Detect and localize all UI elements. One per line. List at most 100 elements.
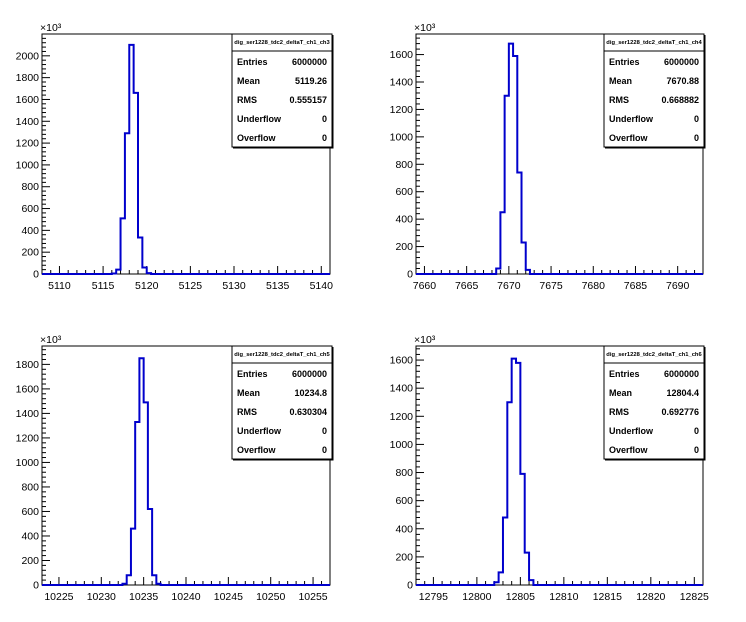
y-exponent-label: ×10³ [40, 334, 62, 346]
x-tick-label: 12805 [506, 591, 535, 603]
histogram-bin [529, 580, 533, 585]
y-tick-label: 400 [21, 225, 39, 237]
stats-box-shadow-right [332, 347, 334, 460]
y-tick-label: 1200 [16, 138, 40, 150]
histogram-bin [499, 572, 503, 585]
x-tick-label: 5130 [222, 280, 246, 292]
y-tick-label: 1600 [390, 355, 414, 367]
stats-label: Mean [237, 76, 260, 86]
y-tick-label: 600 [395, 495, 413, 507]
stats-label: Underflow [237, 426, 282, 436]
x-tick-label: 12825 [680, 591, 709, 603]
stats-label: RMS [609, 407, 629, 417]
stats-box-shadow-right [704, 347, 706, 460]
histogram-bin [129, 45, 133, 274]
y-tick-label: 1600 [16, 383, 40, 395]
x-tick-label: 5110 [48, 280, 71, 292]
stats-value: 0 [694, 445, 699, 455]
histogram-bin [503, 518, 507, 585]
stats-value: 12804.4 [666, 388, 699, 398]
stats-label: Entries [609, 369, 640, 379]
x-tick-label: 7690 [666, 280, 690, 292]
stats-label: Underflow [609, 114, 654, 124]
y-tick-label: 0 [407, 580, 413, 592]
stats-box-shadow-bottom [233, 147, 334, 149]
x-tick-label: 7685 [624, 280, 648, 292]
x-tick-label: 10230 [87, 591, 116, 603]
stats-value: 6000000 [292, 57, 327, 67]
y-tick-label: 0 [407, 269, 413, 281]
x-tick-label: 10250 [256, 591, 285, 603]
x-tick-label: 10255 [298, 591, 327, 603]
y-tick-label: 1200 [390, 104, 414, 116]
y-tick-label: 800 [21, 481, 39, 493]
stats-label: Entries [237, 57, 268, 67]
histogram-bin [134, 93, 138, 274]
y-tick-label: 1600 [390, 49, 414, 61]
stats-value: 6000000 [664, 57, 699, 67]
histogram-bin [148, 509, 152, 585]
stats-box-title: dig_ser1228_tdc2_deltaT_ch1_ch5 [234, 352, 330, 358]
histogram-outline [416, 42, 703, 275]
x-tick-label: 7680 [582, 280, 606, 292]
stats-label: Overflow [237, 445, 277, 455]
y-exponent-label: ×10³ [414, 22, 436, 34]
y-tick-label: 800 [395, 159, 413, 171]
stats-box-title: dig_ser1228_tdc2_deltaT_ch1_ch6 [606, 352, 702, 358]
x-tick-label: 5140 [310, 280, 334, 292]
histogram-bin [144, 402, 148, 585]
histogram-panel-4: 0 200 400 600 800 1000 1200 1400 1600 12795 12800 1… [390, 334, 709, 603]
stats-box-shadow-bottom [605, 147, 706, 149]
histogram-bin [112, 273, 116, 274]
stats-value: 0.692776 [661, 407, 699, 417]
histogram-bin [147, 273, 151, 274]
x-tick-label: 12795 [419, 591, 448, 603]
y-tick-label: 1800 [16, 72, 40, 84]
stats-value: 0.630304 [289, 407, 327, 417]
stats-value: 0 [322, 114, 327, 124]
histogram-bin [122, 584, 126, 585]
y-tick-label: 800 [395, 467, 413, 479]
stats-box-shadow-bottom [233, 459, 334, 461]
x-tick-label: 10245 [214, 591, 243, 603]
stats-label: Overflow [237, 133, 277, 143]
stats-label: Overflow [609, 133, 649, 143]
x-tick-label: 7675 [539, 280, 563, 292]
stats-box: dig_ser1228_tdc2_deltaT_ch1_ch4 Entries 60… [603, 33, 706, 149]
x-tick-label: 12800 [462, 591, 491, 603]
stats-label: RMS [609, 95, 629, 105]
y-exponent-label: ×10³ [40, 22, 62, 34]
x-tick-label: 7670 [497, 280, 521, 292]
histogram-bin [516, 363, 520, 585]
x-tick-label: 5125 [179, 280, 203, 292]
histogram-bin [525, 553, 529, 585]
y-tick-label: 1000 [16, 457, 40, 469]
histogram-bin [138, 237, 142, 274]
x-tick-label: 5120 [135, 280, 159, 292]
histogram-bin [507, 402, 511, 585]
histogram-bin [121, 218, 125, 274]
stats-value: 6000000 [664, 369, 699, 379]
y-exponent-label: ×10³ [414, 334, 436, 346]
y-tick-label: 600 [395, 186, 413, 198]
stats-label: Mean [237, 388, 260, 398]
y-tick-label: 1400 [16, 408, 40, 420]
stats-value: 0 [694, 133, 699, 143]
y-tick-label: 1600 [16, 94, 40, 106]
y-tick-label: 1400 [390, 77, 414, 89]
y-tick-label: 400 [395, 523, 413, 535]
histogram-bin [505, 96, 509, 274]
histogram-bin [513, 56, 517, 274]
y-tick-label: 800 [21, 181, 39, 193]
y-tick-label: 1400 [390, 383, 414, 395]
stats-value: 0.668882 [661, 95, 699, 105]
histogram-outline [42, 357, 330, 586]
stats-value: 0 [322, 133, 327, 143]
stats-value: 5119.26 [295, 76, 327, 86]
x-tick-label: 12820 [636, 591, 665, 603]
stats-label: RMS [237, 95, 257, 105]
stats-value: 0.555157 [289, 95, 327, 105]
y-tick-label: 1000 [390, 439, 414, 451]
histogram-bin [125, 133, 129, 274]
